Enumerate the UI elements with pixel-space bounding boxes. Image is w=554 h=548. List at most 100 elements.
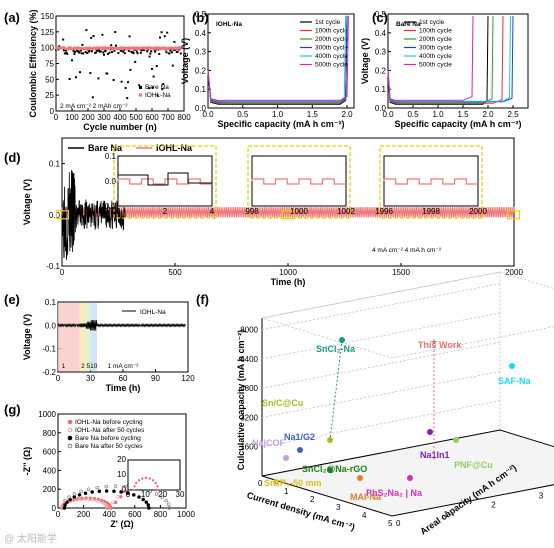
f-ylabel: Culculative capacity (mA h cm⁻²) (236, 330, 246, 470)
c-ytick-label: 0.3 (375, 48, 387, 57)
a-point-bare-na (129, 68, 132, 71)
b-ytick-label: 0.5 (195, 10, 207, 19)
g-xtick-label: 0 (56, 510, 61, 519)
a-point-bare-na (166, 31, 169, 34)
b-xlabel: Specific capacity (mA h cm⁻²) (218, 119, 345, 129)
f-xtick-label: 0 (258, 479, 263, 488)
b-title: IOHL-Na (216, 21, 242, 28)
g-legend-marker (67, 427, 73, 433)
c-xtick-label: 2.5 (507, 110, 519, 119)
c-series-line (387, 15, 504, 104)
a-point-bare-na (96, 49, 99, 52)
g-point (97, 499, 102, 503)
a-point-bare-na (112, 79, 115, 82)
a-point-bare-na (131, 51, 134, 54)
d-ylabel: Voltage (V) (22, 179, 32, 225)
a-point-bare-na (63, 52, 66, 55)
e-region-label: 10 (90, 363, 98, 370)
a-point-bare-na (120, 80, 123, 83)
g-xtick-label: 600 (128, 510, 142, 519)
e-ytick-label: -0.1 (42, 345, 56, 354)
g-inset-xtick: 30 (176, 490, 185, 499)
e-region-band (58, 303, 80, 371)
f-grid (261, 341, 501, 389)
e-region-label: 1 mA cm⁻² (108, 363, 140, 370)
a-point-bare-na (117, 51, 120, 54)
panel-label-e: (e) (4, 292, 20, 307)
g-point (106, 506, 110, 510)
a-xtick-label: 0 (54, 113, 59, 122)
e-ytick-label: 0.1 (45, 298, 57, 307)
e-ytick-label: -0.2 (42, 368, 56, 377)
a-point-iohl-na (179, 46, 183, 50)
f-point-label: MAI-Na (350, 492, 382, 502)
g-xtick-label: 1000 (177, 510, 195, 519)
a-point-bare-na (172, 48, 175, 51)
g-point (94, 498, 98, 502)
a-point-bare-na (72, 50, 75, 53)
c-xtick-label: 1.0 (432, 110, 444, 119)
c-legend-label: 300th cycle (419, 45, 452, 52)
f-ztick-label: 1 (444, 510, 449, 519)
f-ytick-label: 1600 (240, 443, 258, 452)
g-point (160, 495, 164, 499)
a-point-bare-na (155, 65, 158, 68)
g-point (104, 489, 109, 493)
c-title: Bare Na (396, 21, 421, 28)
g-inset-point (156, 485, 159, 488)
a-point-bare-na (95, 51, 97, 54)
d-legend-bare-na: Bare Na (88, 143, 123, 153)
b-series-line (207, 15, 348, 104)
g-point (116, 494, 120, 499)
g-point (83, 491, 88, 495)
a-point-bare-na (149, 52, 152, 55)
a-point-bare-na (173, 40, 176, 43)
d-inset-xtick: 2000 (469, 207, 487, 216)
a-point-bare-na (148, 55, 151, 58)
g-inset-xtick: 20 (158, 490, 167, 499)
d-inset-frame (379, 145, 483, 219)
a-point-bare-na (74, 50, 77, 53)
d-annotation: 4 mA cm⁻² 4 mA h cm⁻² (372, 247, 442, 254)
g-inset-ytick: 10 (117, 470, 126, 479)
a-point-bare-na (85, 29, 88, 32)
a-point-bare-na (121, 49, 124, 52)
a-legend-marker-bare-na (139, 86, 142, 89)
d-inset-xtick: 1002 (337, 207, 355, 216)
f-point-label: SAF-Na (498, 376, 531, 386)
a-xtick-label: 700 (161, 113, 175, 122)
a-point-bare-na (151, 67, 153, 70)
g-point (147, 506, 151, 510)
g-point (86, 487, 91, 491)
g-point (111, 500, 115, 505)
c-ytick-label: 0.5 (375, 10, 387, 19)
g-point (144, 500, 149, 504)
g-inset-point (141, 477, 144, 480)
g-xtick-label: 800 (154, 510, 168, 519)
b-legend-label: 200th cycle (315, 36, 348, 43)
b-ylabel: Voltage (V) (180, 38, 190, 84)
f-xtick-label: 1 (284, 487, 289, 496)
g-inset-point (151, 479, 155, 482)
g-inset-ytick: 0 (122, 485, 127, 494)
e-ytick-label: 0.0 (45, 321, 57, 330)
g-point (77, 493, 82, 497)
a-point-bare-na (99, 50, 102, 53)
a-point-bare-na (89, 72, 92, 75)
g-inset-point (144, 476, 148, 480)
a-legend-marker-iohl-na (138, 93, 143, 97)
c-legend-label: 500th cycle (419, 62, 452, 69)
a-point-bare-na (134, 60, 137, 63)
g-point (72, 492, 77, 496)
d-zoom-marker (281, 210, 295, 220)
b-xtick-label: 0.0 (202, 110, 214, 119)
d-inset-iohl-line (251, 178, 346, 185)
a-point-bare-na (171, 51, 173, 54)
c-xtick-label: 0.5 (407, 110, 419, 119)
a-xtick-label: 400 (113, 113, 127, 122)
a-point-bare-na (90, 36, 93, 39)
g-point (95, 485, 99, 490)
a-point-bare-na (111, 51, 113, 54)
e-series-iohl-na (57, 320, 186, 331)
f-point-label: SnCl₂-Na (316, 344, 356, 354)
